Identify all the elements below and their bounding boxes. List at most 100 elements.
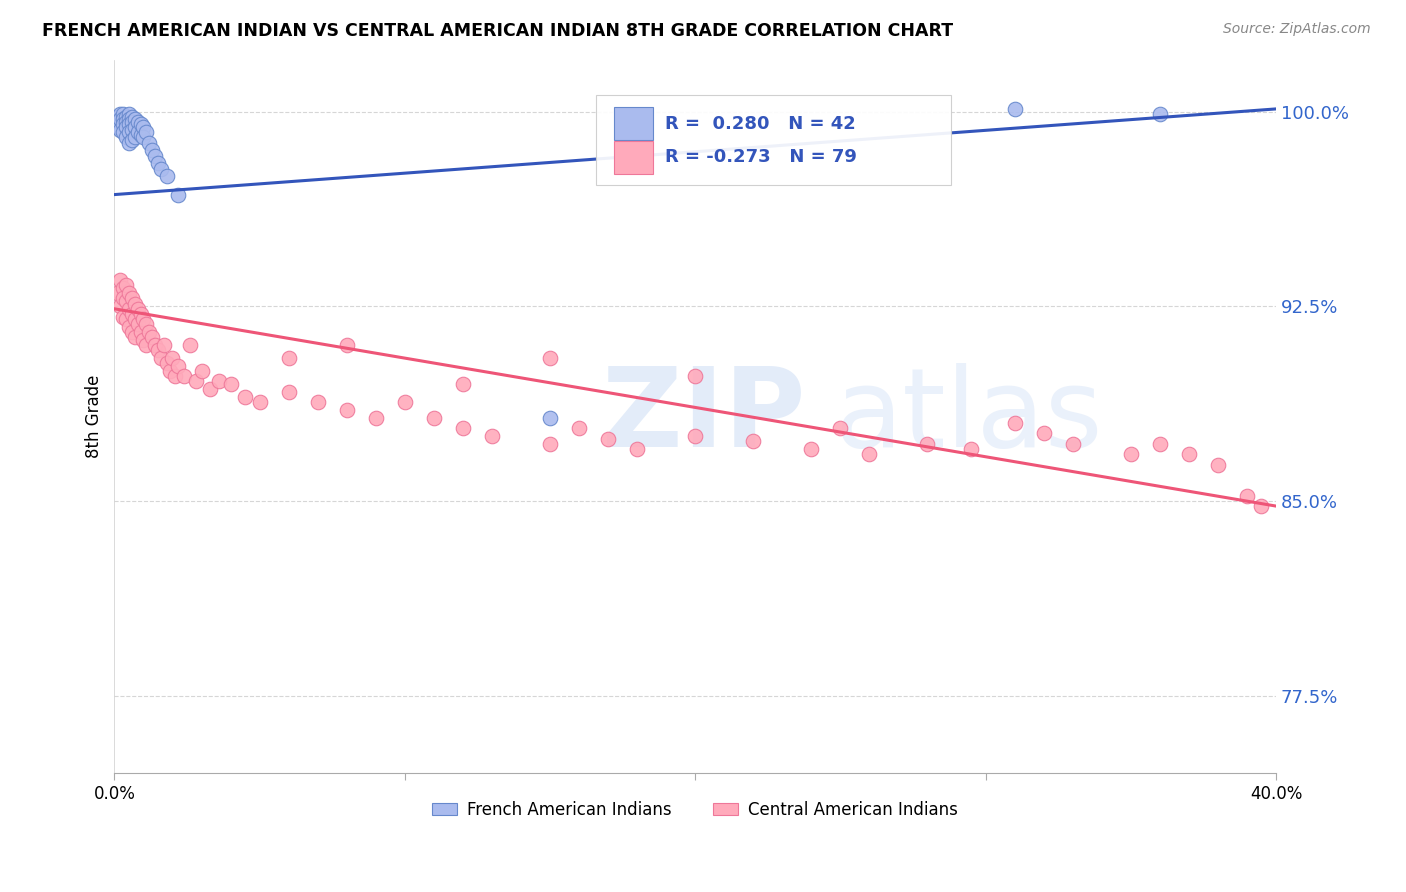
Point bbox=[830, 421, 852, 435]
Point bbox=[112, 125, 135, 139]
Point bbox=[105, 110, 128, 124]
Point bbox=[135, 125, 157, 139]
Point bbox=[364, 410, 387, 425]
Point bbox=[132, 312, 155, 326]
Point bbox=[112, 310, 135, 324]
Text: ZIP: ZIP bbox=[602, 363, 806, 470]
Point bbox=[129, 128, 152, 142]
Point bbox=[110, 122, 132, 136]
Point bbox=[152, 338, 174, 352]
Point bbox=[423, 410, 446, 425]
Point bbox=[118, 320, 141, 334]
Point bbox=[451, 377, 474, 392]
Point bbox=[124, 330, 146, 344]
Text: R =  0.280   N = 42: R = 0.280 N = 42 bbox=[665, 115, 856, 133]
Y-axis label: 8th Grade: 8th Grade bbox=[86, 375, 103, 458]
Point bbox=[156, 356, 179, 370]
Point bbox=[127, 318, 149, 332]
Point bbox=[124, 312, 146, 326]
Point bbox=[742, 434, 765, 449]
Point bbox=[143, 148, 166, 162]
Point bbox=[118, 286, 141, 301]
Point bbox=[110, 107, 132, 121]
Point bbox=[121, 122, 143, 136]
Point bbox=[1062, 437, 1084, 451]
Point bbox=[141, 330, 163, 344]
Point bbox=[336, 338, 359, 352]
Point bbox=[1149, 437, 1171, 451]
Point bbox=[129, 325, 152, 339]
Point bbox=[143, 338, 166, 352]
Point bbox=[118, 118, 141, 132]
Point bbox=[190, 364, 212, 378]
Point bbox=[110, 112, 132, 127]
Point bbox=[110, 273, 132, 287]
Point bbox=[451, 421, 474, 435]
Point bbox=[184, 375, 207, 389]
Point bbox=[121, 292, 143, 306]
Point bbox=[115, 293, 138, 308]
Point bbox=[127, 301, 149, 316]
Point bbox=[179, 338, 201, 352]
Point bbox=[173, 369, 195, 384]
Point bbox=[538, 410, 561, 425]
Point bbox=[118, 107, 141, 121]
Point bbox=[124, 112, 146, 127]
Point bbox=[307, 395, 329, 409]
Point bbox=[127, 115, 149, 129]
Point bbox=[683, 429, 706, 443]
Point bbox=[481, 429, 503, 443]
Point bbox=[200, 382, 222, 396]
FancyBboxPatch shape bbox=[614, 107, 654, 140]
Point bbox=[277, 351, 299, 365]
Point bbox=[115, 120, 138, 134]
FancyBboxPatch shape bbox=[596, 95, 950, 185]
Point bbox=[132, 130, 155, 145]
Point bbox=[141, 144, 163, 158]
Point bbox=[858, 447, 880, 461]
Point bbox=[626, 442, 648, 456]
Point bbox=[121, 115, 143, 129]
Point bbox=[124, 120, 146, 134]
FancyBboxPatch shape bbox=[614, 141, 654, 174]
Point bbox=[118, 301, 141, 316]
Point bbox=[112, 107, 135, 121]
Point bbox=[121, 325, 143, 339]
Point bbox=[167, 187, 190, 202]
Point bbox=[112, 112, 135, 127]
Point bbox=[156, 169, 179, 184]
Point bbox=[115, 312, 138, 326]
Point bbox=[219, 377, 242, 392]
Point bbox=[132, 120, 155, 134]
Point bbox=[121, 133, 143, 147]
Text: atlas: atlas bbox=[835, 363, 1104, 470]
Point bbox=[112, 118, 135, 132]
Point bbox=[112, 292, 135, 306]
Point bbox=[277, 384, 299, 399]
Point bbox=[800, 442, 823, 456]
Point bbox=[1149, 107, 1171, 121]
Point bbox=[115, 110, 138, 124]
Point bbox=[249, 395, 271, 409]
Point bbox=[115, 115, 138, 129]
Point bbox=[1206, 458, 1229, 472]
Point bbox=[336, 403, 359, 417]
Point bbox=[149, 161, 172, 176]
Point bbox=[112, 281, 135, 295]
Text: FRENCH AMERICAN INDIAN VS CENTRAL AMERICAN INDIAN 8TH GRADE CORRELATION CHART: FRENCH AMERICAN INDIAN VS CENTRAL AMERIC… bbox=[42, 22, 953, 40]
Point bbox=[115, 130, 138, 145]
Point bbox=[596, 432, 619, 446]
Point bbox=[129, 118, 152, 132]
Point bbox=[118, 112, 141, 127]
Text: Source: ZipAtlas.com: Source: ZipAtlas.com bbox=[1223, 22, 1371, 37]
Point bbox=[138, 325, 160, 339]
Point bbox=[162, 351, 184, 365]
Point bbox=[135, 318, 157, 332]
Point bbox=[1032, 426, 1054, 441]
Point bbox=[124, 130, 146, 145]
Point bbox=[121, 110, 143, 124]
Text: R = -0.273   N = 79: R = -0.273 N = 79 bbox=[665, 148, 856, 167]
Point bbox=[124, 296, 146, 310]
Point bbox=[167, 359, 190, 373]
Point bbox=[159, 364, 181, 378]
